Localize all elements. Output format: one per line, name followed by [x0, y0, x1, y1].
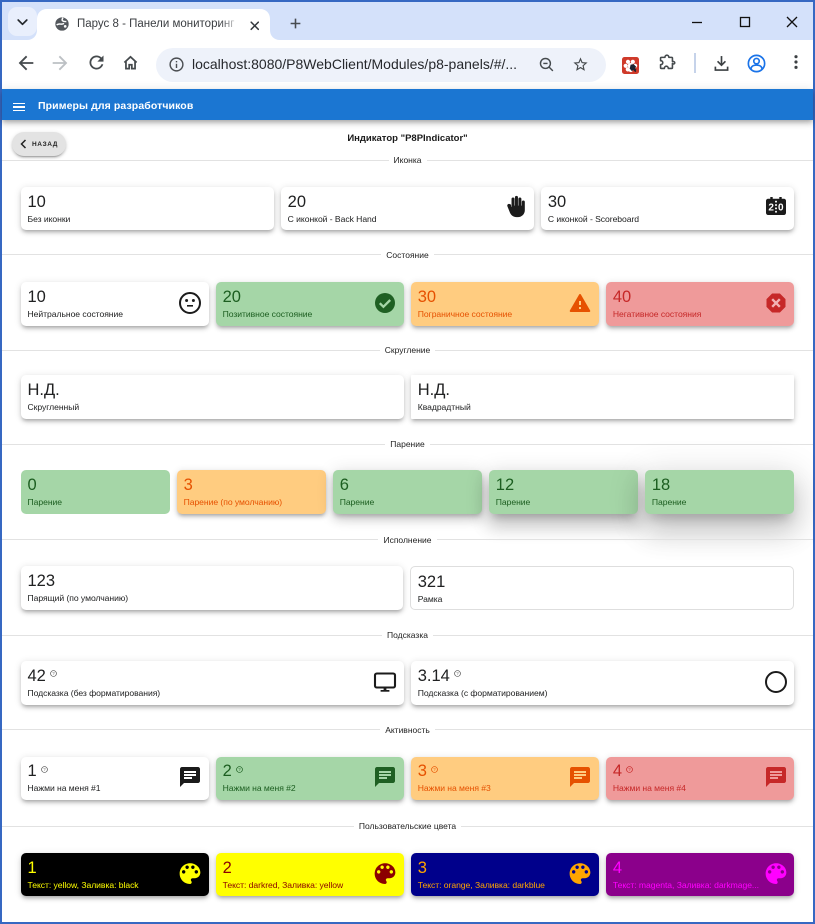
svg-text:?: ?: [628, 766, 631, 771]
svg-text:?: ?: [43, 766, 46, 771]
svg-text:2: 2: [768, 203, 774, 214]
svg-text:?: ?: [52, 671, 55, 676]
svg-text:?: ?: [456, 671, 459, 676]
svg-text:?: ?: [238, 766, 241, 771]
svg-text:?: ?: [433, 766, 436, 771]
svg-text:0: 0: [778, 203, 784, 214]
